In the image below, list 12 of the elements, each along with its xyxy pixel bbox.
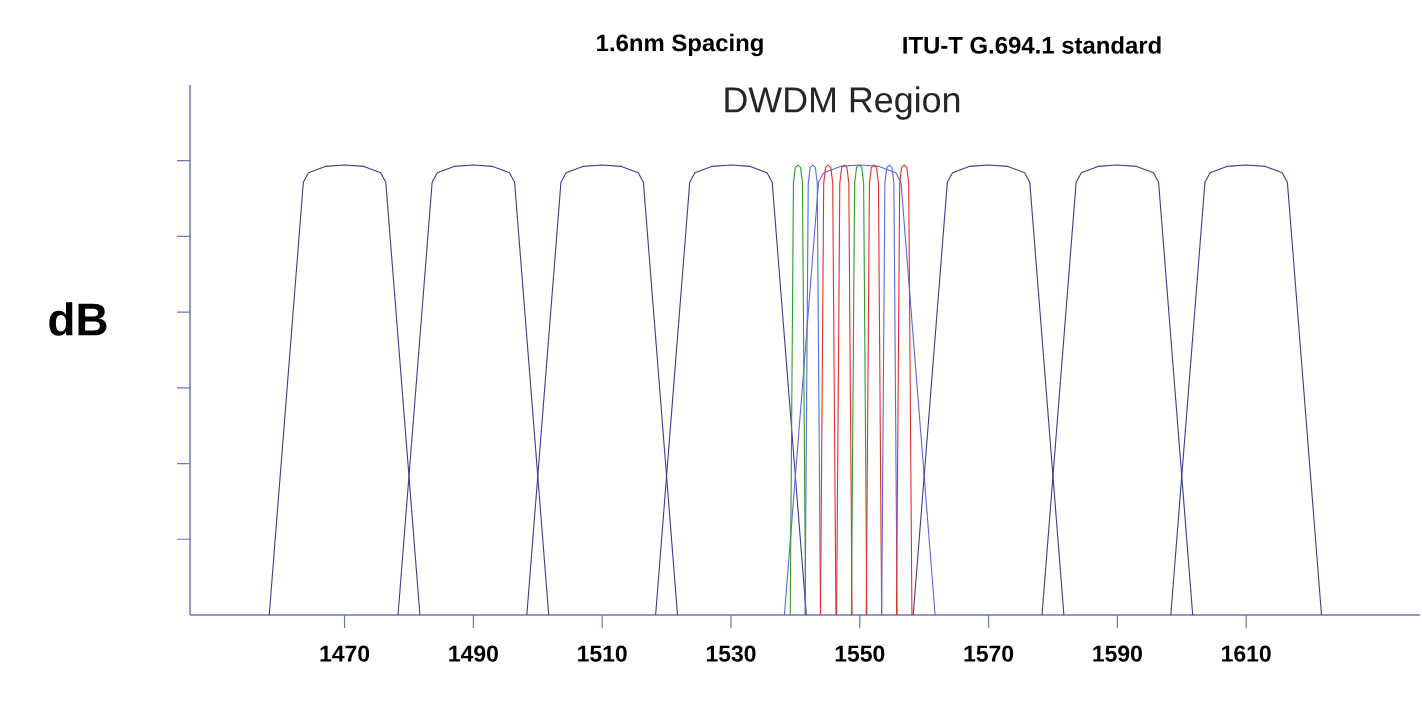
x-tick-label: 1490 bbox=[449, 645, 498, 662]
x-tick-label: 1550 bbox=[835, 645, 885, 662]
x-tick-label: 1590 bbox=[1093, 645, 1142, 662]
x-tick-label: 1470 bbox=[320, 645, 370, 662]
text: 1.6nm Spacing bbox=[597, 33, 763, 57]
x-tick-label: 1530 bbox=[706, 645, 756, 662]
y-axis-title: dB bbox=[49, 302, 107, 336]
text: ITU-T G.694.1 standard bbox=[903, 36, 1161, 54]
chart-title: DWDM Region bbox=[725, 86, 960, 120]
x-tick-label: 1610 bbox=[1222, 645, 1271, 662]
x-tick-label: 1510 bbox=[578, 645, 627, 662]
x-tick-label: 1570 bbox=[964, 645, 1014, 662]
